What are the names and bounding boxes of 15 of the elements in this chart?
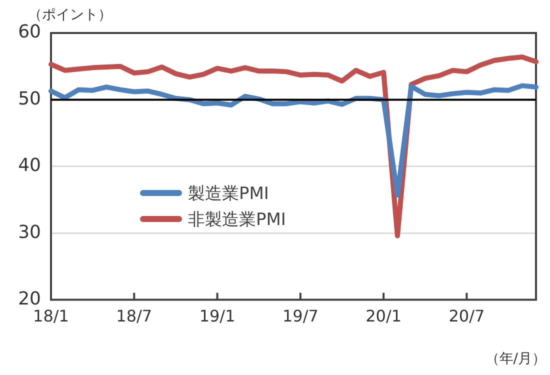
y-tick-label: 30 <box>18 222 41 243</box>
x-tick-label: 18/1 <box>33 306 69 326</box>
x-axis-title: （年/月） <box>485 350 546 368</box>
x-tick-label: 19/7 <box>282 306 318 326</box>
y-tick-label: 40 <box>18 155 41 176</box>
y-tick-label: 60 <box>18 22 41 43</box>
y-tick-label: 20 <box>18 288 41 310</box>
legend-label: 製造業PMI <box>188 182 269 204</box>
legend-label: 非製造業PMI <box>188 208 286 230</box>
x-tick-label: 20/7 <box>448 306 485 326</box>
x-tick-label: 19/1 <box>199 306 236 326</box>
x-tick-label: 20/1 <box>366 306 402 326</box>
x-tick-label: 18/7 <box>116 306 152 326</box>
y-tick-label: 50 <box>18 88 41 110</box>
y-axis-title: （ポイント） <box>28 6 112 24</box>
